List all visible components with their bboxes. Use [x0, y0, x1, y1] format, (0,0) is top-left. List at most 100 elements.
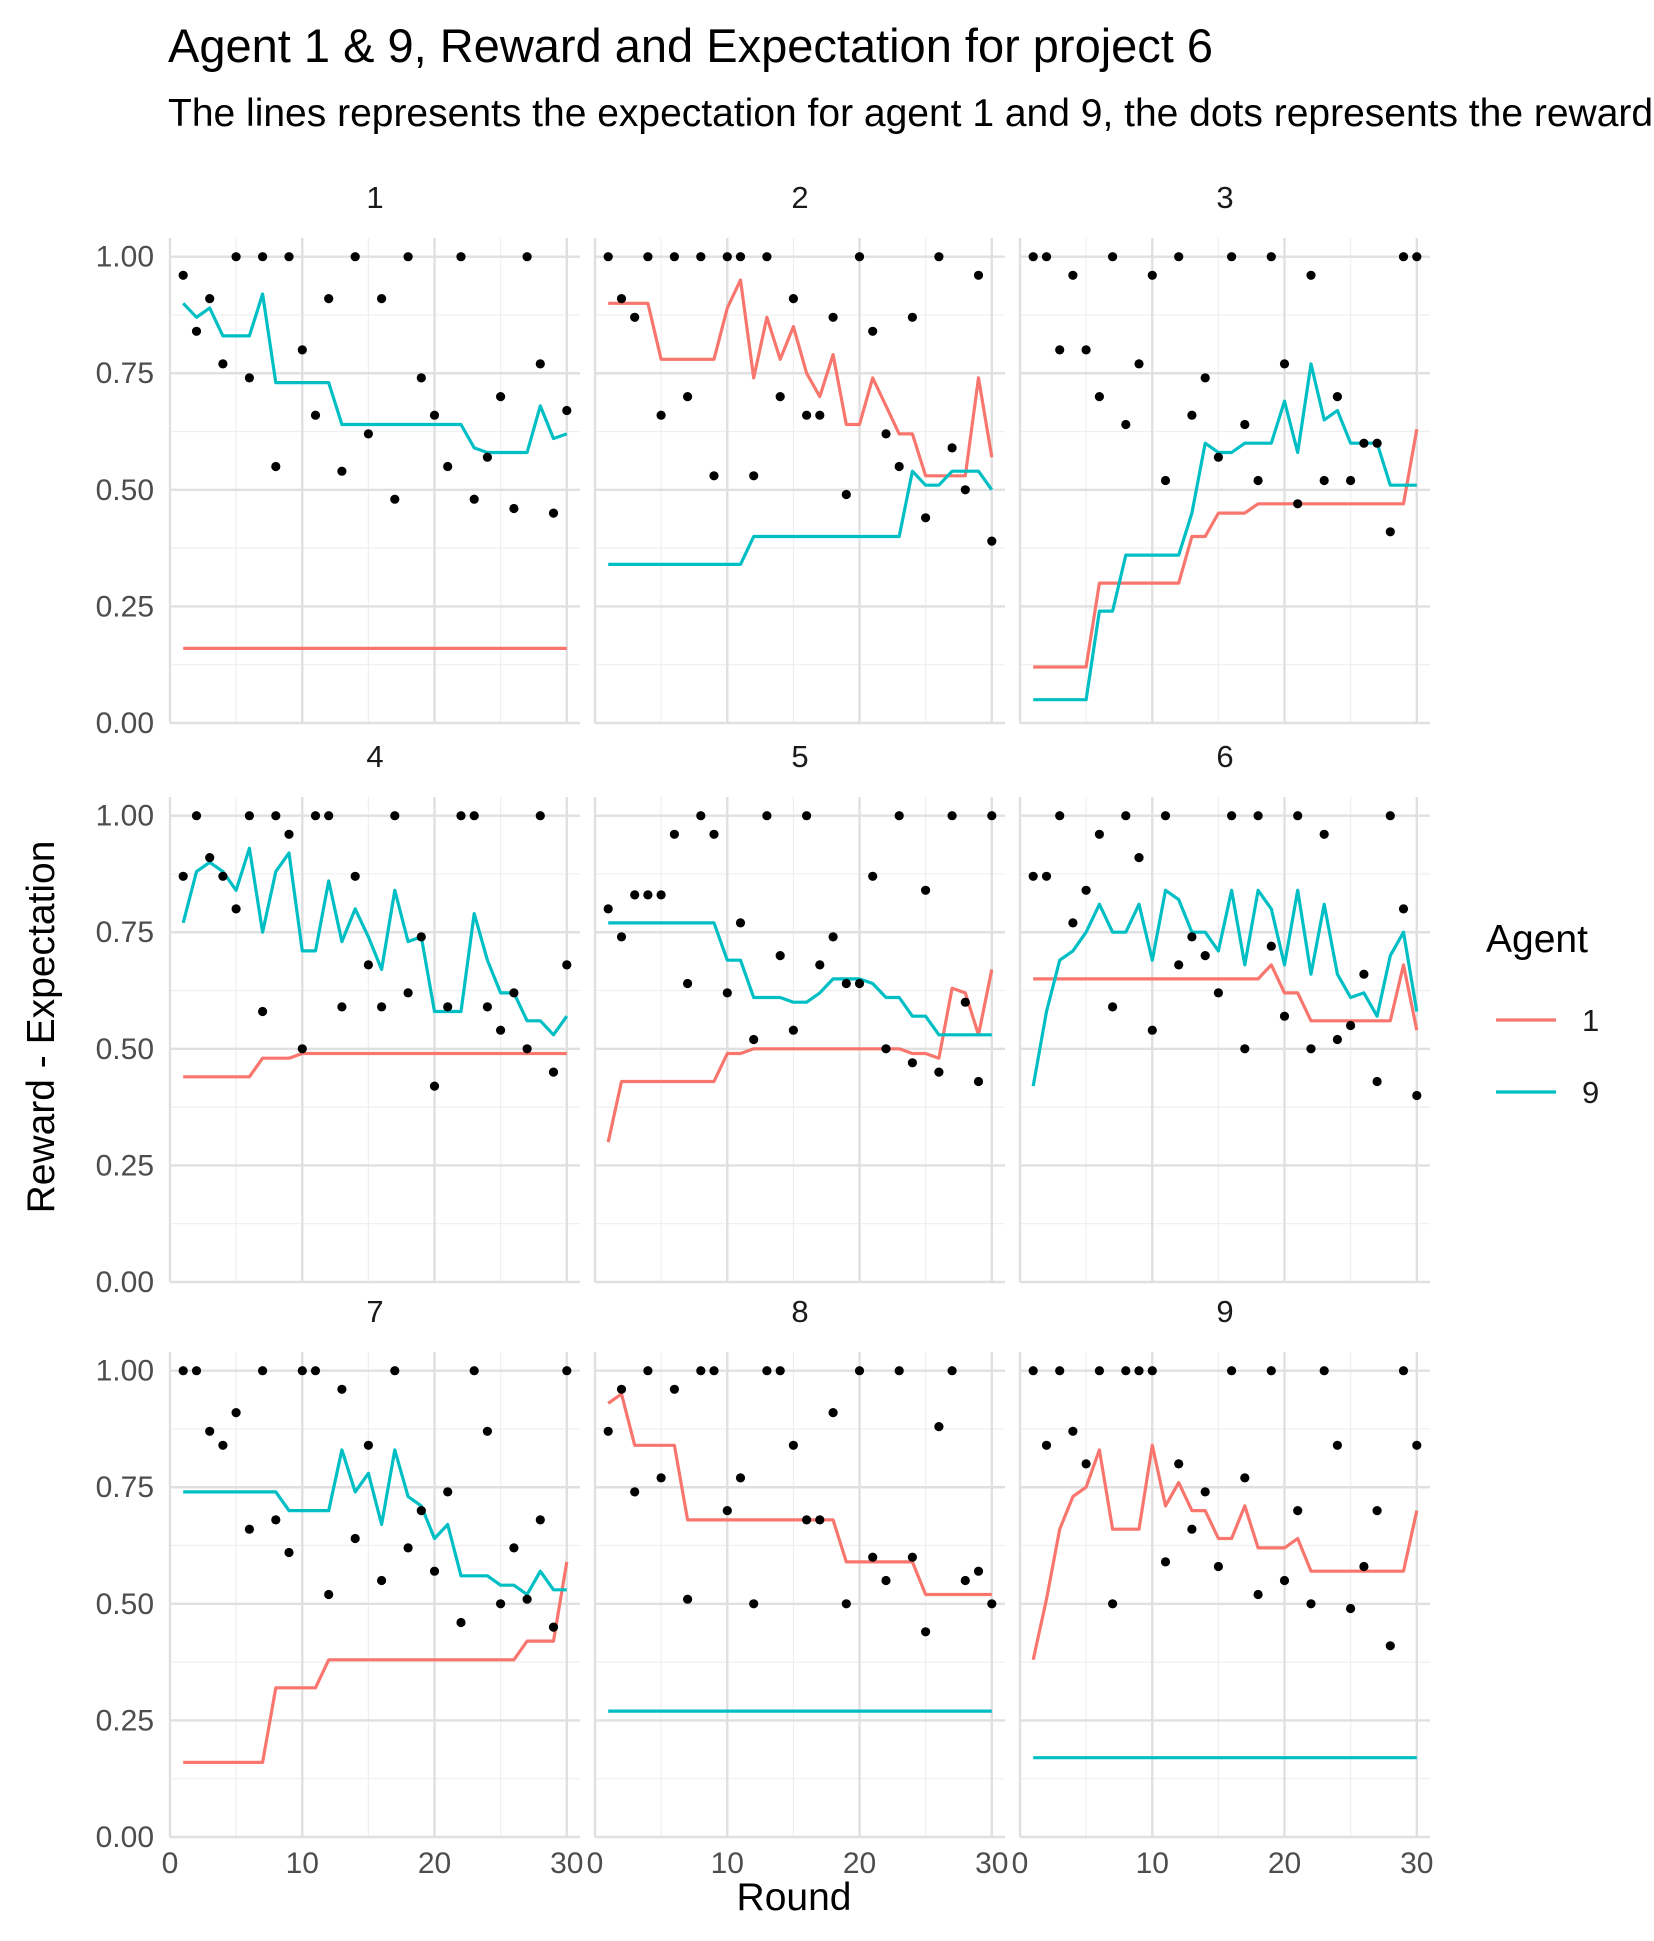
reward-point: [669, 252, 680, 262]
reward-point: [562, 960, 572, 970]
reward-point: [1187, 410, 1197, 420]
reward-point: [934, 1422, 944, 1432]
reward-point: [231, 252, 241, 262]
reward-point: [337, 466, 347, 476]
reward-point: [363, 429, 373, 439]
x-tick-label: 30: [550, 1847, 583, 1880]
y-tick-label: 1.00: [96, 241, 154, 274]
reward-point: [1028, 871, 1038, 881]
reward-point: [1227, 1366, 1237, 1376]
reward-point: [828, 932, 838, 942]
reward-point: [350, 252, 360, 262]
expectation-line-agent-9: [1031, 888, 1419, 1087]
y-tick-label: 1.00: [96, 1355, 154, 1388]
facet-panels: 1 0.00 0.25 0.50 0.75 1.00 2 3 4 0.00 0.25 0.50 0.75…: [96, 180, 1434, 1880]
reward-point: [1068, 1426, 1078, 1436]
reward-point: [1081, 1459, 1091, 1469]
reward-point: [973, 270, 984, 280]
reward-point: [775, 951, 785, 961]
reward-point: [363, 1440, 373, 1450]
chart-subtitle: The lines represents the expectation for…: [168, 92, 1653, 135]
reward-point: [205, 853, 215, 863]
reward-point: [709, 471, 719, 481]
reward-point: [1147, 1366, 1157, 1376]
y-tick-label: 0.25: [96, 1149, 154, 1182]
facet-strip-label: 5: [791, 739, 808, 774]
reward-point: [496, 1025, 506, 1035]
reward-point: [178, 1366, 188, 1376]
reward-point: [749, 471, 759, 481]
reward-point: [775, 392, 785, 402]
reward-point: [1174, 252, 1184, 262]
reward-point: [683, 1594, 693, 1604]
x-tick-label: 20: [418, 1847, 451, 1880]
y-tick-label: 0.50: [96, 474, 154, 507]
reward-point: [178, 871, 188, 881]
reward-point: [762, 811, 772, 821]
reward-point: [1041, 252, 1052, 262]
expectation-line-agent-9: [1033, 362, 1417, 702]
reward-point: [1028, 1366, 1038, 1376]
reward-point: [191, 811, 202, 821]
reward-point: [284, 829, 294, 839]
reward-point: [1227, 252, 1237, 262]
facet-panel-3: 3: [1018, 180, 1430, 725]
reward-point: [1068, 270, 1078, 280]
reward-point: [1134, 1366, 1144, 1376]
facet-panel-7: 7 0.00 0.25 0.50 0.75 1.00 0 10 20 30: [96, 1294, 584, 1880]
reward-point: [1385, 811, 1395, 821]
reward-point: [921, 513, 931, 523]
reward-point: [1213, 452, 1223, 462]
reward-point: [1412, 252, 1422, 262]
reward-point: [854, 252, 865, 262]
reward-point: [1240, 419, 1250, 430]
reward-point: [297, 1366, 307, 1376]
reward-point: [178, 270, 188, 280]
reward-point: [297, 345, 307, 355]
reward-point: [709, 1366, 719, 1376]
reward-point: [429, 1566, 440, 1576]
reward-point: [390, 811, 400, 821]
reward-point: [1306, 1599, 1316, 1609]
facet-strip-label: 7: [366, 1294, 383, 1329]
reward-point: [1200, 373, 1210, 383]
reward-point: [1319, 1366, 1329, 1376]
reward-point: [429, 1081, 440, 1091]
reward-point: [1266, 941, 1276, 951]
expectation-line-agent-1: [1033, 963, 1419, 1031]
reward-point: [231, 1408, 241, 1418]
reward-point: [1227, 811, 1237, 821]
reward-point: [960, 485, 970, 495]
reward-point: [403, 252, 413, 262]
y-tick-label: 1.00: [96, 800, 154, 833]
legend-label: 9: [1582, 1075, 1599, 1110]
reward-point: [377, 1002, 387, 1012]
x-tick-label: 30: [1400, 1847, 1433, 1880]
y-tick-label: 0.00: [96, 1821, 154, 1854]
facet-strip-label: 8: [791, 1294, 808, 1329]
reward-point: [482, 1002, 492, 1012]
reward-point: [1253, 1589, 1263, 1600]
reward-point: [656, 1473, 666, 1483]
reward-point: [1200, 1487, 1210, 1497]
reward-point: [947, 811, 957, 821]
reward-point: [1094, 1366, 1104, 1376]
reward-point: [1121, 419, 1131, 430]
reward-point: [1266, 252, 1276, 262]
reward-point: [696, 1366, 706, 1376]
reward-point: [1160, 811, 1171, 821]
reward-point: [1041, 871, 1052, 881]
reward-point: [709, 829, 719, 839]
reward-point: [802, 410, 812, 420]
reward-point: [616, 1384, 627, 1394]
reward-point: [722, 1506, 732, 1516]
reward-point: [496, 392, 506, 402]
reward-point: [735, 918, 746, 928]
x-tick-label: 10: [1136, 1847, 1169, 1880]
reward-point: [509, 988, 519, 998]
facet-strip-label: 1: [366, 180, 383, 215]
reward-point: [881, 429, 891, 439]
reward-point: [456, 811, 466, 821]
reward-point: [907, 1058, 918, 1068]
reward-point: [1028, 252, 1038, 262]
